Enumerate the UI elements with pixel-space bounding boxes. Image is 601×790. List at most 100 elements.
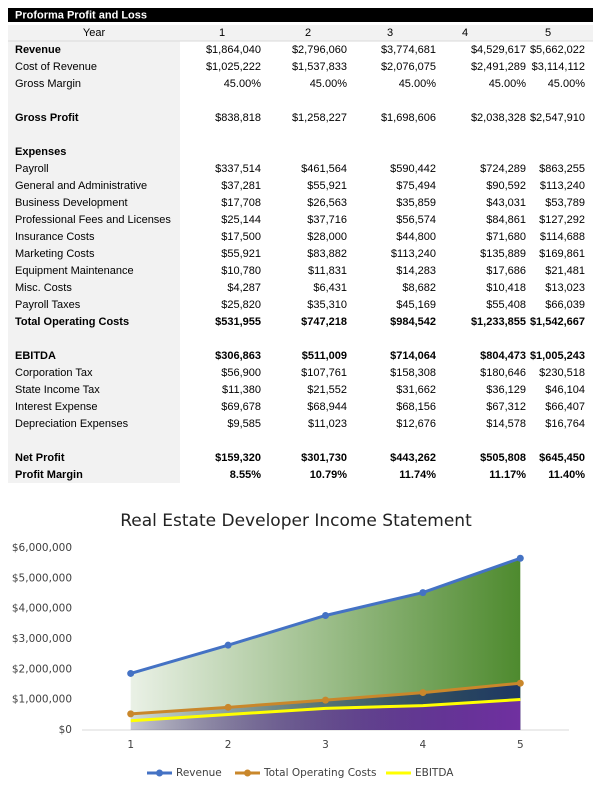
cell-value: $31,662 (396, 384, 436, 396)
cell-value: 8.55% (230, 469, 261, 481)
cell-value: $714,064 (390, 350, 437, 362)
cell-value: $35,859 (396, 197, 436, 209)
cell-value: $113,240 (391, 248, 436, 260)
cell-value: $68,156 (396, 401, 436, 413)
row-label: Total Operating Costs (15, 316, 129, 328)
cell-value: $37,281 (221, 180, 261, 192)
cell-value: $75,494 (396, 180, 436, 192)
cell-value: $863,255 (539, 163, 585, 175)
cell-value: $68,944 (307, 401, 347, 413)
row-label: Gross Profit (15, 112, 79, 124)
cell-value: $21,481 (545, 265, 585, 277)
legend-label: Total Operating Costs (263, 767, 377, 779)
cell-value: $21,552 (307, 384, 347, 396)
cell-value: $12,676 (396, 418, 436, 430)
marker (516, 554, 524, 562)
marker (224, 641, 232, 649)
cell-value: $14,283 (396, 265, 436, 277)
cell-value: $230,518 (539, 367, 585, 379)
marker (516, 679, 524, 687)
cell-value: $10,418 (486, 282, 526, 294)
cell-value: 10.79% (310, 469, 348, 481)
marker (322, 696, 329, 704)
row-label: Payroll (15, 163, 49, 175)
cell-value: $5,662,022 (530, 44, 585, 56)
marker (127, 669, 135, 677)
marker (322, 612, 329, 620)
cell-value: $1,233,855 (471, 316, 526, 328)
cell-value: 45.00% (399, 78, 437, 90)
row-label: Marketing Costs (15, 248, 95, 260)
cell-value: $114,688 (540, 231, 585, 243)
cell-value: $2,076,075 (381, 61, 436, 73)
header-cell: 5 (545, 27, 551, 39)
y-tick-label: $6,000,000 (12, 542, 72, 554)
header-cell: 3 (387, 27, 393, 39)
row-label: Profit Margin (15, 469, 83, 481)
cell-value: $180,646 (480, 367, 526, 379)
x-tick-label: 1 (127, 739, 134, 751)
cell-value: $37,716 (307, 214, 347, 226)
cell-value: $1,258,227 (292, 112, 347, 124)
cell-value: $2,547,910 (530, 112, 585, 124)
cell-value: $158,308 (390, 367, 436, 379)
cell-value: $11,380 (222, 384, 261, 396)
cell-value: $3,774,681 (381, 44, 436, 56)
cell-value: $511,009 (302, 350, 347, 362)
row-label: Gross Margin (15, 78, 81, 90)
cell-value: $16,764 (545, 418, 585, 430)
cell-value: $4,287 (227, 282, 261, 294)
cell-value: $66,039 (545, 299, 585, 311)
cell-value: $84,861 (486, 214, 526, 226)
header-cell: 2 (305, 27, 311, 39)
table-title: Proforma Profit and Loss (15, 9, 147, 21)
x-tick-label: 3 (322, 739, 329, 751)
cell-value: $17,686 (486, 265, 526, 277)
cell-value: $107,761 (301, 367, 347, 379)
header-cell: Year (83, 27, 106, 39)
cell-value: $6,431 (313, 282, 347, 294)
y-tick-label: $4,000,000 (12, 603, 72, 615)
cell-value: $53,789 (545, 197, 585, 209)
cell-value: $45,169 (396, 299, 436, 311)
cell-value: 45.00% (224, 78, 262, 90)
cell-value: 11.40% (548, 469, 585, 481)
cell-value: $2,491,289 (471, 61, 526, 73)
cell-value: 45.00% (548, 78, 586, 90)
legend-label: EBITDA (415, 767, 454, 779)
cell-value: $25,144 (221, 214, 261, 226)
cell-value: $505,808 (480, 452, 526, 464)
cell-value: $804,473 (480, 350, 526, 362)
chart-title: Real Estate Developer Income Statement (120, 511, 472, 531)
cell-value: $1,025,222 (206, 61, 261, 73)
cell-value: $13,023 (545, 282, 585, 294)
x-tick-label: 4 (420, 739, 427, 751)
area (130, 558, 521, 730)
row-label: Corporation Tax (15, 367, 93, 379)
cell-value: $55,921 (221, 248, 261, 260)
cell-value: $71,680 (486, 231, 526, 243)
row-label: Payroll Taxes (15, 299, 81, 311)
x-tick-label: 5 (517, 739, 524, 751)
legend-label: Revenue (176, 767, 222, 779)
cell-value: $301,730 (301, 452, 347, 464)
line (130, 698, 521, 723)
header-cell: 1 (219, 27, 225, 39)
label-column (8, 25, 180, 483)
cell-value: $838,818 (215, 112, 261, 124)
cell-value: $4,529,617 (471, 44, 526, 56)
cell-value: $590,442 (390, 163, 436, 175)
cell-value: $69,678 (221, 401, 261, 413)
cell-value: $113,240 (540, 180, 585, 192)
cell-value: $443,262 (390, 452, 436, 464)
row-label: Professional Fees and Licenses (15, 214, 171, 226)
cell-value: $36,129 (486, 384, 526, 396)
cell-value: $1,537,833 (292, 61, 347, 73)
cell-value: 45.00% (310, 78, 348, 90)
marker (419, 689, 427, 697)
cell-value: $14,578 (486, 418, 526, 430)
cell-value: $46,104 (545, 384, 585, 396)
cell-value: $3,114,112 (532, 61, 585, 73)
cell-value: $9,585 (227, 418, 261, 430)
cell-value: $11,831 (308, 265, 347, 277)
